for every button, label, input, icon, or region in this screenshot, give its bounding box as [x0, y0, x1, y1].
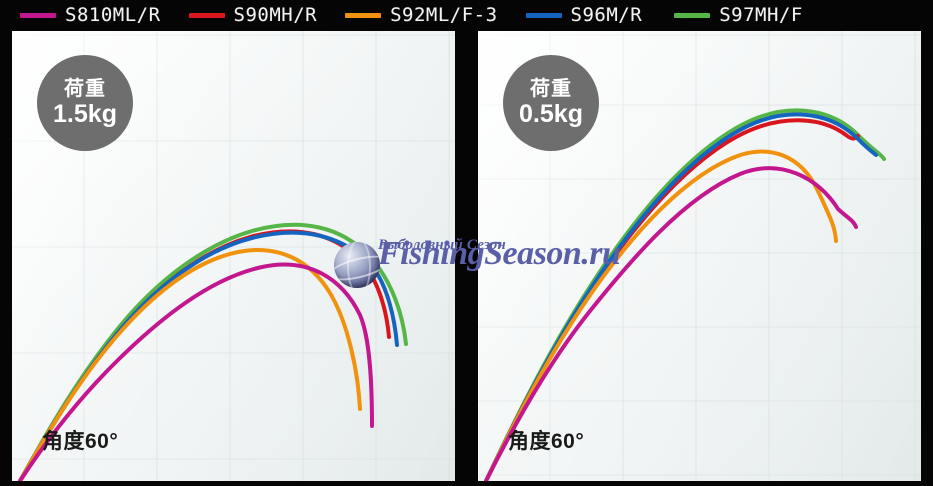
angle-label: 角度60°	[42, 430, 119, 453]
legend-item-s92ml-f-3[interactable]: S92ML/F-3	[345, 3, 498, 26]
legend-item-s96m-r[interactable]: S96M/R	[525, 3, 643, 26]
line-swatch-icon	[345, 12, 382, 18]
load-badge-title: 荷重	[530, 77, 572, 100]
legend-item-s97mh-f[interactable]: S97MH/F	[674, 3, 803, 26]
load-badge-value: 1.5kg	[53, 100, 117, 129]
line-swatch-icon	[525, 12, 562, 18]
legend-item-s810ml-r[interactable]: S810ML/R	[20, 3, 161, 26]
bend-curves-right	[484, 108, 886, 481]
curve-s810ml-r	[18, 262, 374, 481]
chart-panel-load-1-5kg: 荷重 1.5kg 角度60°	[12, 31, 455, 481]
legend-item-label: S810ML/R	[65, 3, 161, 26]
load-badge: 荷重 0.5kg	[503, 55, 599, 151]
legend: S810ML/R S90MH/R S92ML/F-3 S96M/R S97MH/…	[0, 0, 933, 30]
legend-item-label: S96M/R	[570, 3, 643, 26]
chart-panel-load-0-5kg: 荷重 0.5kg 角度60°	[478, 31, 921, 481]
load-badge-title: 荷重	[64, 77, 106, 100]
line-swatch-icon	[674, 12, 711, 18]
legend-item-s90mh-r[interactable]: S90MH/R	[188, 3, 318, 26]
angle-label: 角度60°	[508, 430, 585, 453]
curve-s810ml-r	[484, 166, 858, 481]
curve-s92ml-f-3	[484, 149, 838, 481]
line-swatch-icon	[188, 12, 225, 18]
legend-item-label: S90MH/R	[233, 3, 318, 26]
load-badge-value: 0.5kg	[519, 100, 583, 129]
curve-s92ml-f-3	[18, 247, 362, 481]
legend-item-label: S97MH/F	[719, 3, 803, 26]
load-badge: 荷重 1.5kg	[37, 55, 133, 151]
line-swatch-icon	[20, 12, 56, 18]
legend-item-label: S92ML/F-3	[390, 3, 498, 26]
